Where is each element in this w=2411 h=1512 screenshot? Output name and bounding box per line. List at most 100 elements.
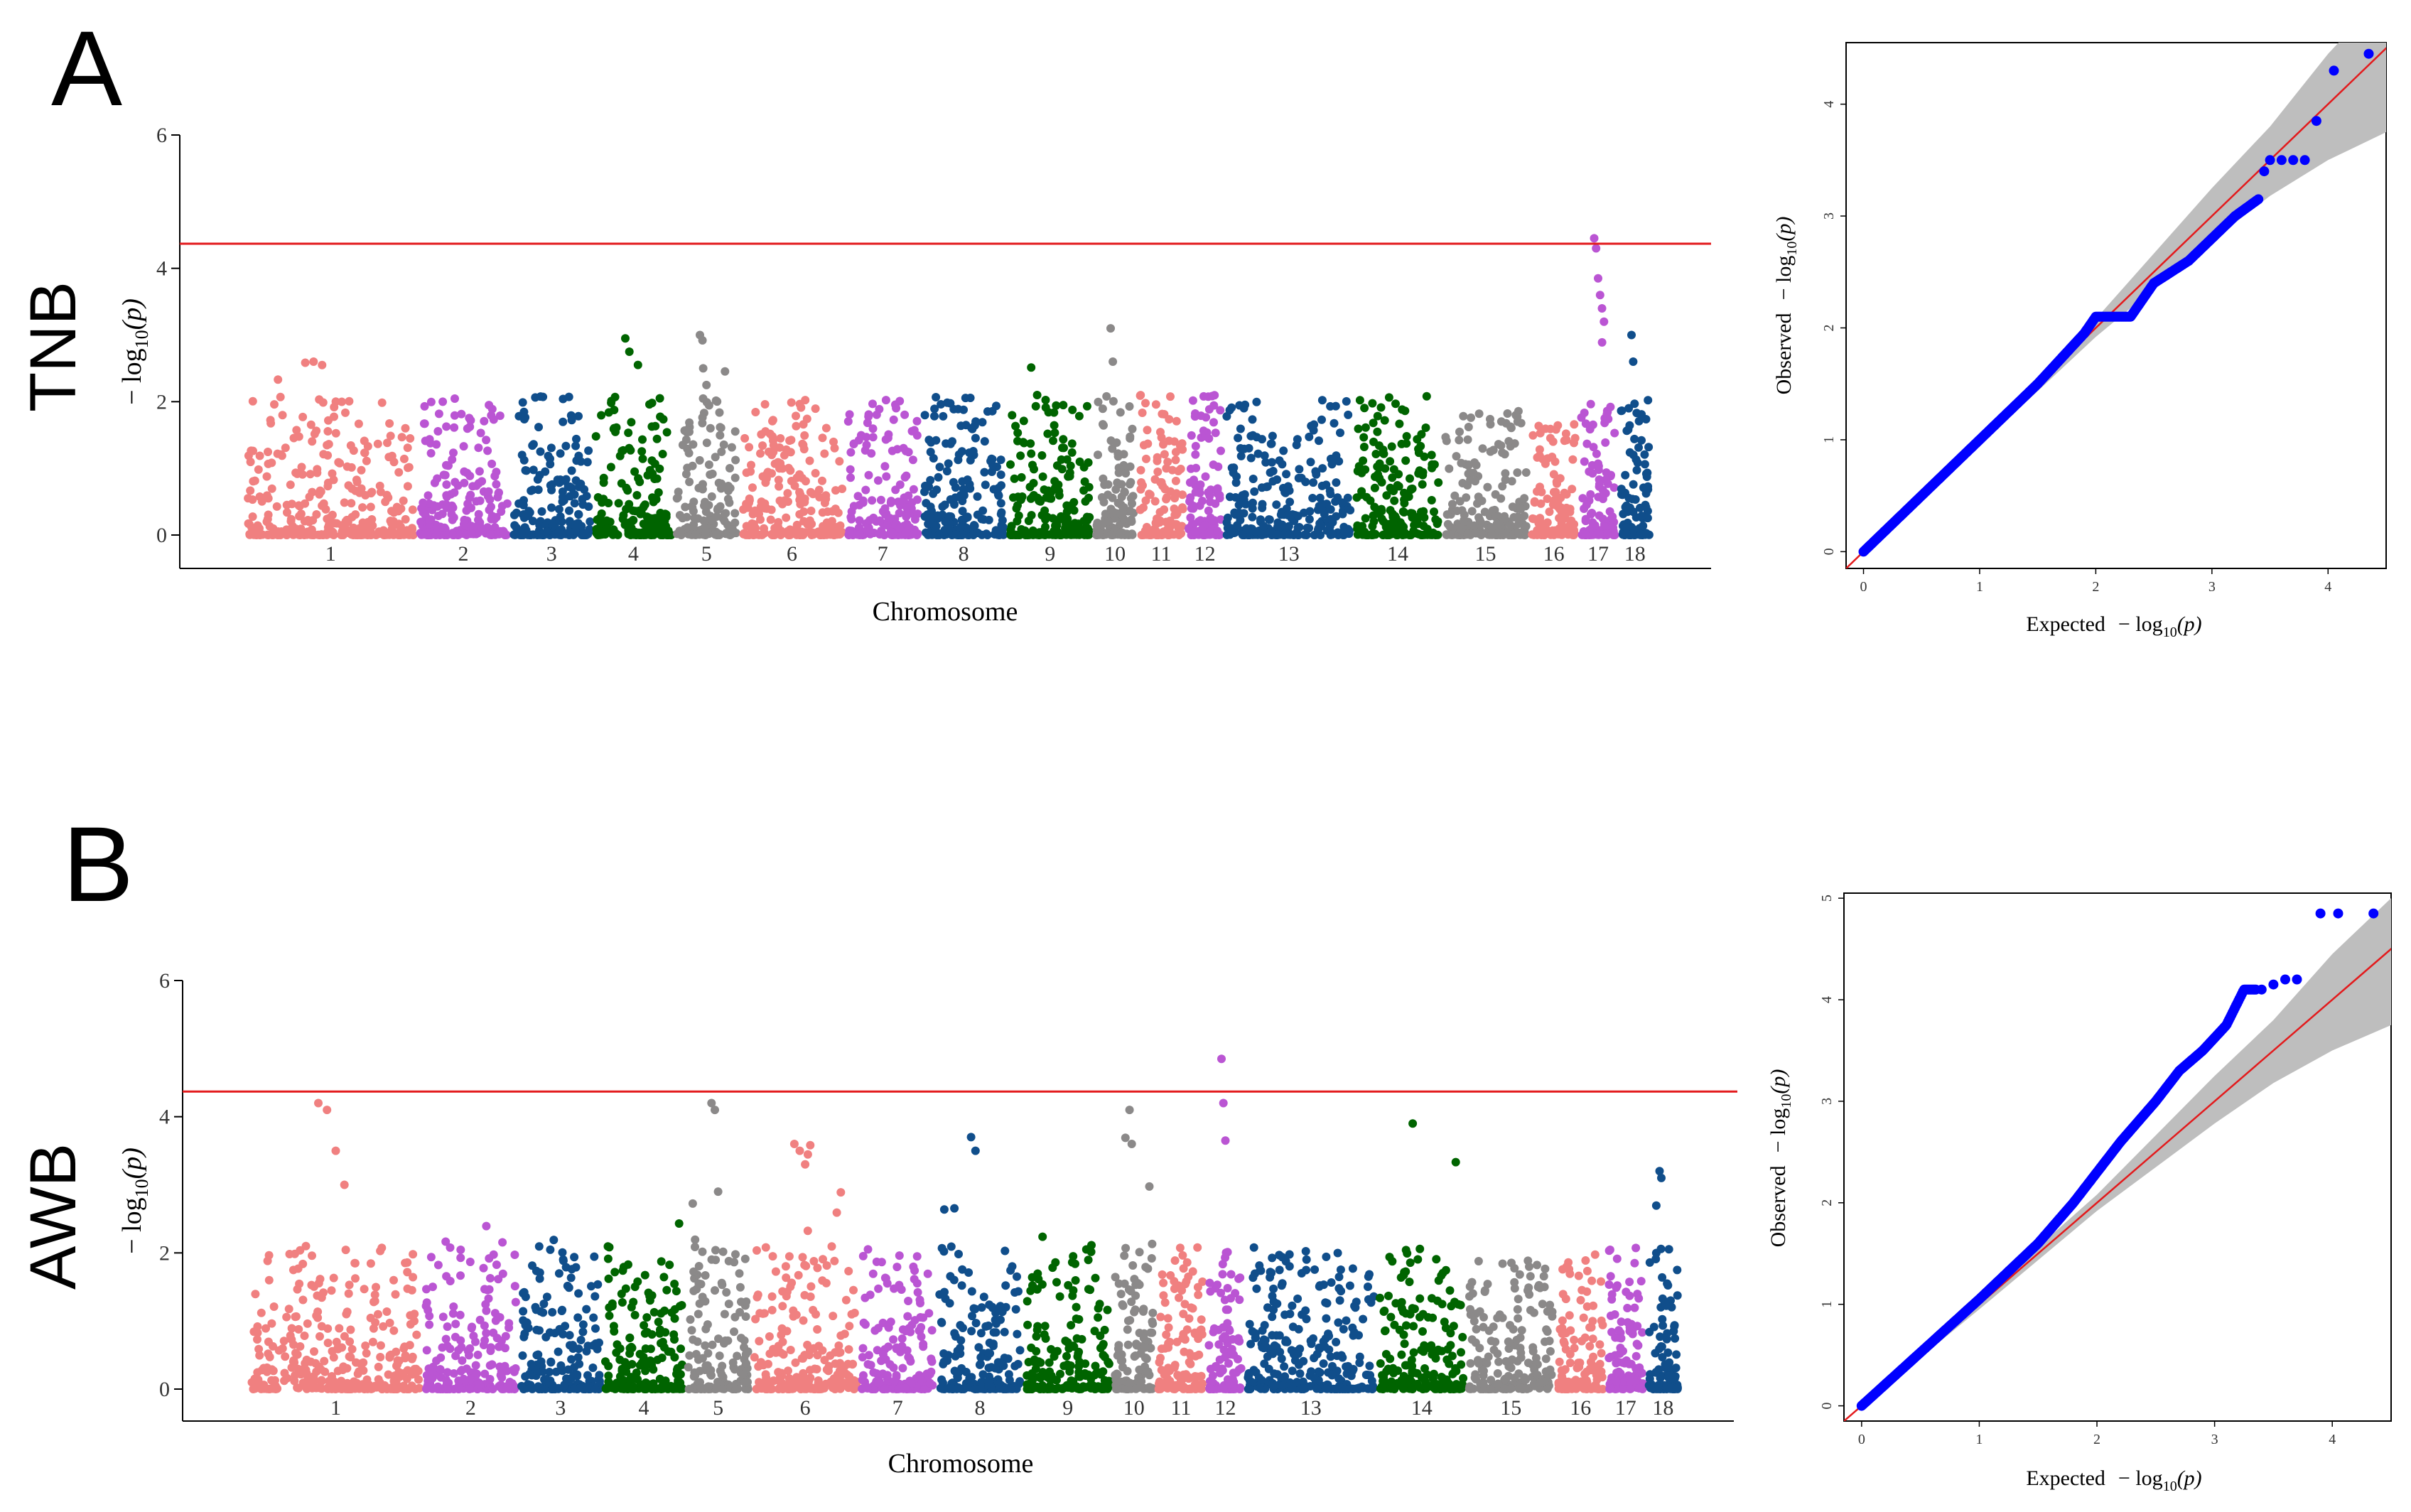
snp-point	[1360, 404, 1369, 413]
snp-point	[1445, 464, 1454, 473]
snp-point	[1259, 522, 1268, 531]
snp-point	[1361, 423, 1370, 432]
snp-point	[1209, 418, 1218, 427]
snp-point	[422, 1285, 431, 1294]
snp-point	[1326, 514, 1335, 524]
snp-point	[1607, 513, 1617, 522]
snp-point	[901, 446, 910, 455]
snp-point	[620, 520, 630, 529]
snp-point	[791, 1358, 800, 1367]
snp-point	[617, 1298, 627, 1307]
snp-point-top	[713, 1187, 723, 1197]
snp-point	[324, 440, 333, 449]
snp-point	[655, 1329, 664, 1338]
snp-point	[1644, 443, 1654, 452]
snp-point	[318, 530, 328, 539]
snp-point	[889, 1335, 898, 1344]
snp-point	[1195, 501, 1204, 510]
snp-point	[1094, 528, 1104, 537]
snp-point	[264, 459, 273, 468]
snp-point	[315, 1275, 325, 1284]
snp-point	[1177, 522, 1187, 531]
snp-point	[655, 464, 664, 473]
snp-point	[565, 1331, 574, 1340]
snp-point	[868, 1269, 878, 1278]
snp-point	[614, 499, 623, 508]
y-axis-title-a: − log10(p)	[117, 298, 152, 405]
snp-point	[578, 1327, 588, 1336]
snp-point	[569, 1371, 578, 1380]
snp-point	[293, 1285, 302, 1294]
snp-point	[1240, 444, 1248, 453]
snp-point	[1142, 522, 1151, 531]
snp-point	[298, 412, 308, 421]
snp-point-top	[318, 360, 327, 369]
snp-point	[292, 426, 301, 435]
snp-point	[1084, 458, 1093, 467]
snp-point	[625, 1381, 634, 1390]
snp-point	[305, 517, 314, 526]
snp-point	[519, 1307, 528, 1316]
snp-point	[401, 423, 410, 433]
snp-point	[480, 1336, 490, 1345]
snp-point	[1309, 478, 1318, 487]
snp-point	[1306, 458, 1315, 467]
snp-point	[844, 1267, 853, 1275]
snp-point	[1621, 470, 1630, 480]
snp-point	[345, 1337, 355, 1346]
snp-point	[810, 1364, 819, 1373]
snp-point	[1381, 520, 1391, 529]
snp-point	[595, 514, 605, 522]
qq-y-tick-label: 4	[1821, 101, 1837, 108]
snp-point	[485, 530, 495, 539]
snp-point	[440, 523, 449, 532]
snp-point	[997, 481, 1005, 490]
snp-point	[1191, 441, 1200, 450]
snp-point	[1043, 429, 1052, 438]
snp-point	[784, 497, 792, 506]
snp-point	[325, 519, 335, 528]
snp-point	[615, 1372, 625, 1381]
snp-point	[264, 1384, 274, 1393]
snp-point	[708, 516, 716, 525]
snp-point	[431, 530, 441, 539]
snp-point	[862, 441, 871, 450]
snp-point	[329, 475, 338, 485]
snp-point	[647, 1330, 657, 1339]
snp-point	[885, 1360, 895, 1369]
snp-point	[1142, 454, 1150, 463]
snp-point	[1452, 507, 1462, 515]
snp-point	[935, 463, 944, 472]
snp-point	[574, 510, 583, 519]
snp-point	[1331, 401, 1340, 411]
snp-point	[510, 1282, 519, 1291]
snp-point	[792, 421, 801, 431]
snp-point	[403, 443, 412, 453]
snp-point	[593, 531, 603, 539]
snp-point	[711, 453, 720, 462]
snp-point	[1455, 497, 1465, 506]
snp-point	[881, 396, 890, 405]
snp-point	[892, 404, 901, 413]
snp-point	[519, 513, 529, 522]
snp-point	[1248, 475, 1258, 483]
snp-point	[341, 517, 350, 526]
snp-point	[351, 486, 360, 495]
snp-point	[1325, 522, 1334, 531]
snp-point	[266, 418, 276, 428]
snp-point	[689, 1335, 698, 1344]
snp-point	[584, 502, 593, 511]
snp-point	[294, 432, 303, 441]
snp-point	[889, 415, 898, 424]
snp-point	[1171, 455, 1180, 465]
snp-point	[411, 1385, 420, 1393]
snp-point	[572, 434, 581, 443]
snp-point	[863, 418, 872, 428]
snp-point	[363, 442, 372, 451]
snp-point	[1551, 425, 1560, 434]
snp-point	[858, 496, 868, 505]
snp-point	[707, 1371, 716, 1380]
snp-point	[1177, 439, 1187, 448]
snp-point	[618, 1266, 627, 1275]
x-tick-label-chr: 8	[959, 542, 969, 566]
